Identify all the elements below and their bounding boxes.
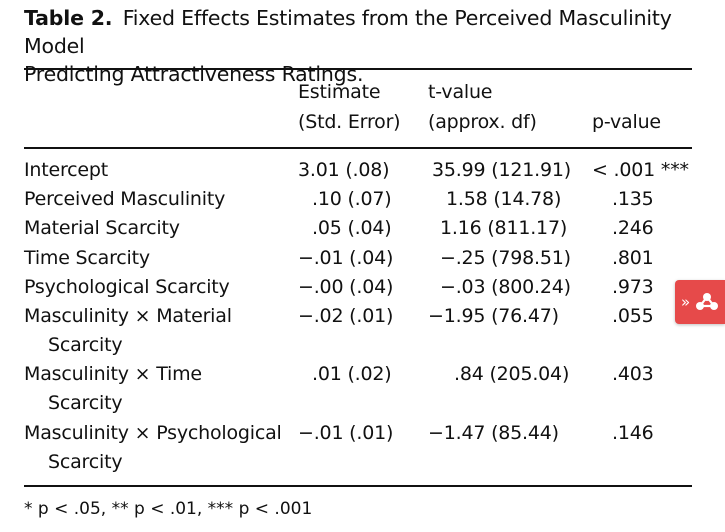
row-pvalue: < .001 *** [592,159,689,181]
row-estimate: −.02 (.01) [298,305,394,327]
row-estimate: −.01 (.01) [298,422,394,444]
row-pvalue: .973 [612,276,654,298]
table-top-rule [24,68,692,70]
header-std-error: (Std. Error) [298,111,401,133]
header-estimate: Estimate [298,81,381,103]
row-term: Intercept [24,159,109,181]
row-tvalue: −.25 (798.51) [440,247,571,269]
row-tvalue: 1.58 (14.78) [446,188,562,210]
header-pvalue: p-value [592,111,661,133]
row-term-continued: Scarcity [48,451,123,473]
row-term: Masculinity × Time [24,363,202,385]
row-estimate: −.00 (.04) [298,276,394,298]
row-estimate: .05 (.04) [312,217,392,239]
row-pvalue: .146 [612,422,654,444]
table-header-rule [24,147,692,149]
row-term: Psychological Scarcity [24,276,230,298]
row-estimate: .10 (.07) [312,188,392,210]
share-network-icon [696,293,719,310]
table-label: Table 2. [24,6,113,30]
header-tvalue: t-value [428,81,493,103]
row-term-continued: Scarcity [48,392,123,414]
row-pvalue: .055 [612,305,654,327]
row-estimate: 3.01 (.08) [298,159,390,181]
row-tvalue: −1.47 (85.44) [428,422,559,444]
table-caption-line2: Predicting Attractiveness Ratings. [24,62,364,86]
row-pvalue: .801 [612,247,654,269]
row-term-continued: Scarcity [48,334,123,356]
row-term: Material Scarcity [24,217,180,239]
row-pvalue: .403 [612,363,654,385]
row-tvalue: 35.99 (121.91) [432,159,571,181]
header-approx-df: (approx. df) [428,111,537,133]
table-caption-line1: Fixed Effects Estimates from the Perceiv… [24,6,672,58]
table-caption: Table 2. Fixed Effects Estimates from th… [24,4,704,88]
row-term: Masculinity × Psychological [24,422,282,444]
row-tvalue: 1.16 (811.17) [440,217,568,239]
chevron-right-icon: » [681,292,691,311]
row-estimate: .01 (.02) [312,363,392,385]
row-tvalue: −1.95 (76.47) [428,305,559,327]
row-tvalue: .84 (205.04) [454,363,570,385]
row-pvalue: .135 [612,188,654,210]
table-bottom-rule [24,485,692,487]
row-estimate: −.01 (.04) [298,247,394,269]
row-pvalue: .246 [612,217,654,239]
row-term: Perceived Masculinity [24,188,226,210]
row-tvalue: −.03 (800.24) [440,276,571,298]
table-footnote: * p < .05, ** p < .01, *** p < .001 [24,499,313,519]
row-term: Time Scarcity [24,247,150,269]
share-side-tab[interactable]: » [675,280,725,324]
row-term: Masculinity × Material [24,305,232,327]
